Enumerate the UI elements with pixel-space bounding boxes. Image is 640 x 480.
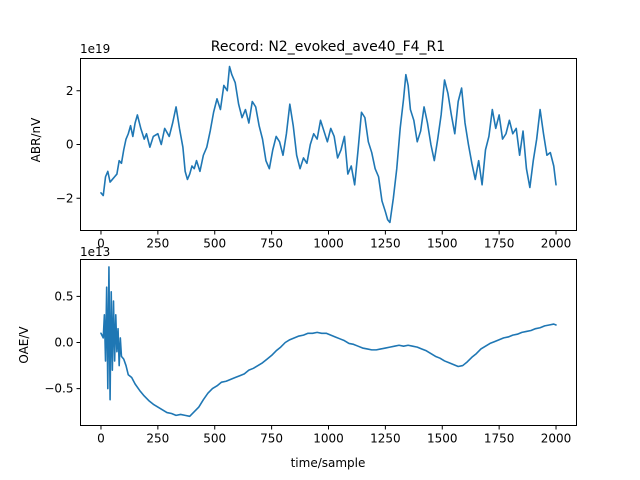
oae-axes-frame xyxy=(80,259,577,426)
oae-y-tick-label: 0.0 xyxy=(54,336,73,350)
oae-y-axis-label: OAE/V xyxy=(17,326,31,364)
oae-panel: 1e13 OAE/V 0 250 500 750 1000 1250 1500 1750 200… xyxy=(17,245,577,470)
abr-x-tick-label: 250 xyxy=(146,237,169,251)
oae-x-tick-label: 1500 xyxy=(427,432,458,446)
chart-title: Record: N2_evoked_ave40_F4_R1 xyxy=(211,39,445,55)
abr-x-tick-label: 2000 xyxy=(541,237,572,251)
x-axis-label: time/sample xyxy=(291,456,366,470)
oae-series-line xyxy=(100,266,557,418)
abr-x-tick-label: 500 xyxy=(203,237,226,251)
abr-ticks: 0 250 500 750 1000 1250 1500 1750 2000 −2 0 2 xyxy=(56,84,571,251)
oae-x-tick-label: 1000 xyxy=(313,432,344,446)
oae-ticks: 0 250 500 750 1000 1250 1500 1750 2000 −0.5 0.0 0.5 xyxy=(44,289,571,445)
abr-offset-label: 1e19 xyxy=(80,42,110,56)
oae-x-tick-label: 250 xyxy=(146,432,169,446)
abr-y-tick-label: −2 xyxy=(56,191,74,205)
oae-x-tick-label: 750 xyxy=(260,432,283,446)
abr-x-tick-label: 1500 xyxy=(427,237,458,251)
abr-y-axis-label: ABR/nV xyxy=(29,117,43,162)
abr-x-tick-label: 1250 xyxy=(370,237,401,251)
abr-series-line xyxy=(100,65,557,224)
oae-x-tick-label: 1250 xyxy=(370,432,401,446)
abr-y-tick-label: 0 xyxy=(66,138,74,152)
abr-axes-frame xyxy=(80,58,577,231)
abr-panel: Record: N2_evoked_ave40_F4_R1 1e19 ABR/n… xyxy=(29,39,577,251)
oae-x-tick-label: 0 xyxy=(97,432,105,446)
oae-y-tick-label: −0.5 xyxy=(44,382,73,396)
oae-x-tick-label: 2000 xyxy=(541,432,572,446)
oae-x-tick-label: 500 xyxy=(203,432,226,446)
abr-x-tick-label: 1000 xyxy=(313,237,344,251)
abr-x-tick-label: 0 xyxy=(97,237,105,251)
oae-offset-label: 1e13 xyxy=(80,245,110,259)
abr-x-tick-label: 750 xyxy=(260,237,283,251)
abr-y-tick-label: 2 xyxy=(66,84,74,98)
oae-x-tick-label: 1750 xyxy=(484,432,515,446)
abr-x-tick-label: 1750 xyxy=(484,237,515,251)
oae-y-tick-label: 0.5 xyxy=(54,289,73,303)
